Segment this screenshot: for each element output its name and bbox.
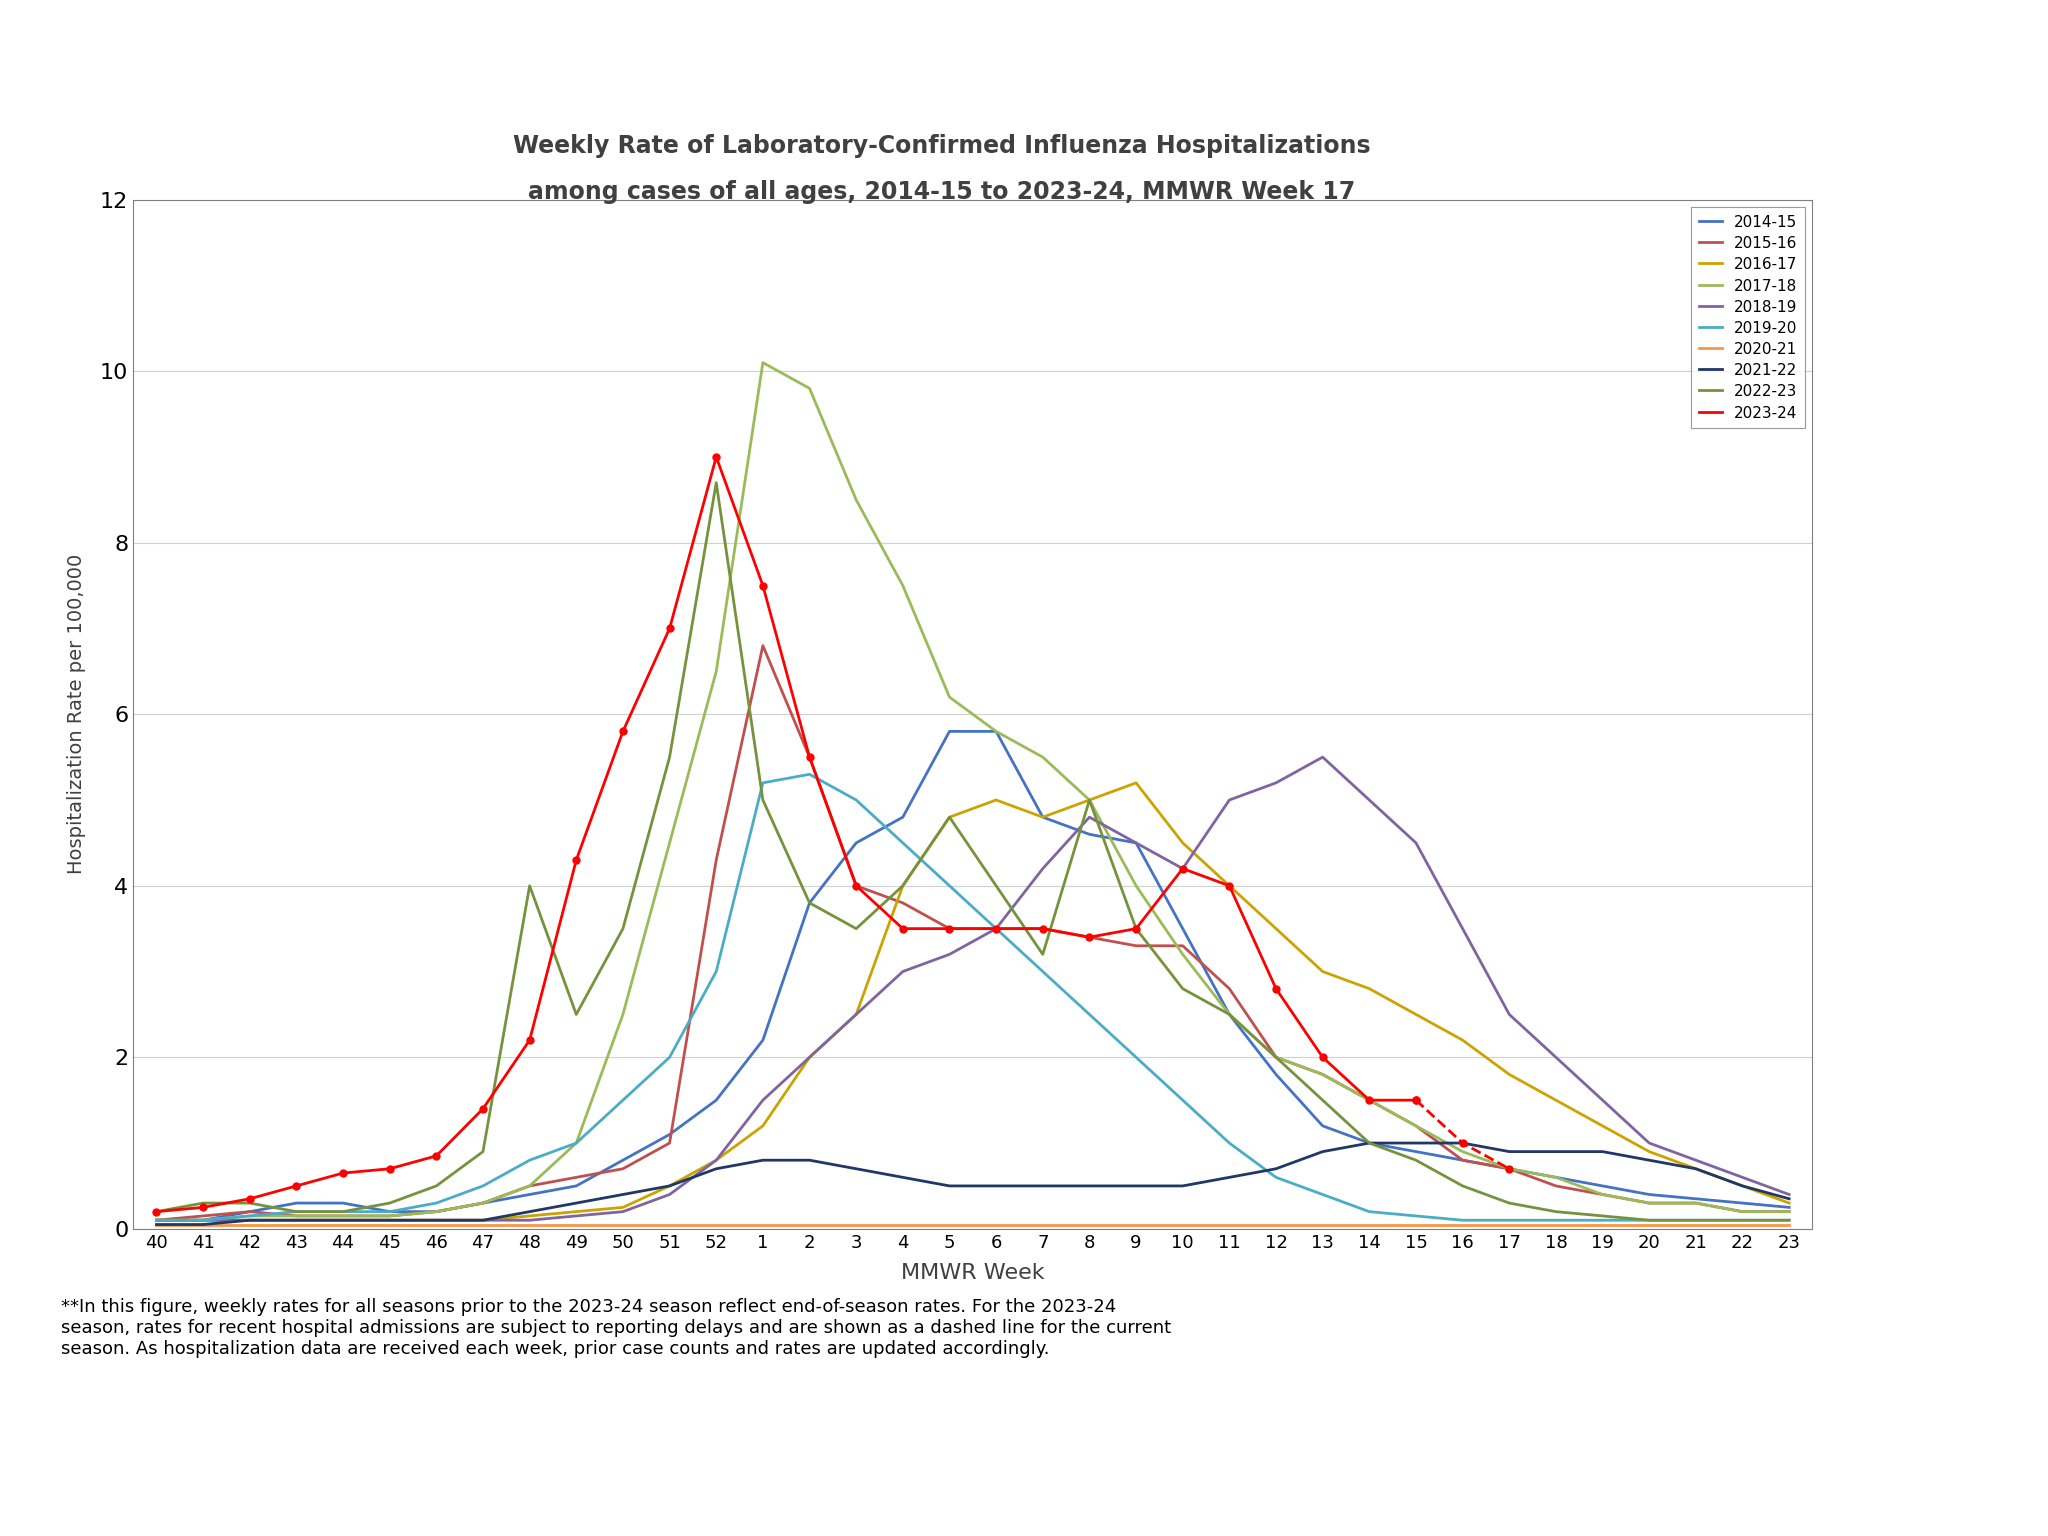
Text: among cases of all ages, 2014-15 to 2023-24, MMWR Week 17: among cases of all ages, 2014-15 to 2023…: [528, 180, 1356, 204]
Y-axis label: Hospitalization Rate per 100,000: Hospitalization Rate per 100,000: [68, 554, 86, 874]
Text: **In this figure, weekly rates for all seasons prior to the 2023-24 season refle: **In this figure, weekly rates for all s…: [61, 1298, 1171, 1358]
X-axis label: MMWR Week: MMWR Week: [901, 1263, 1044, 1283]
Legend: 2014-15, 2015-16, 2016-17, 2017-18, 2018-19, 2019-20, 2020-21, 2021-22, 2022-23,: 2014-15, 2015-16, 2016-17, 2017-18, 2018…: [1692, 207, 1804, 429]
Text: Weekly Rate of Laboratory-Confirmed Influenza Hospitalizations: Weekly Rate of Laboratory-Confirmed Infl…: [514, 134, 1370, 158]
